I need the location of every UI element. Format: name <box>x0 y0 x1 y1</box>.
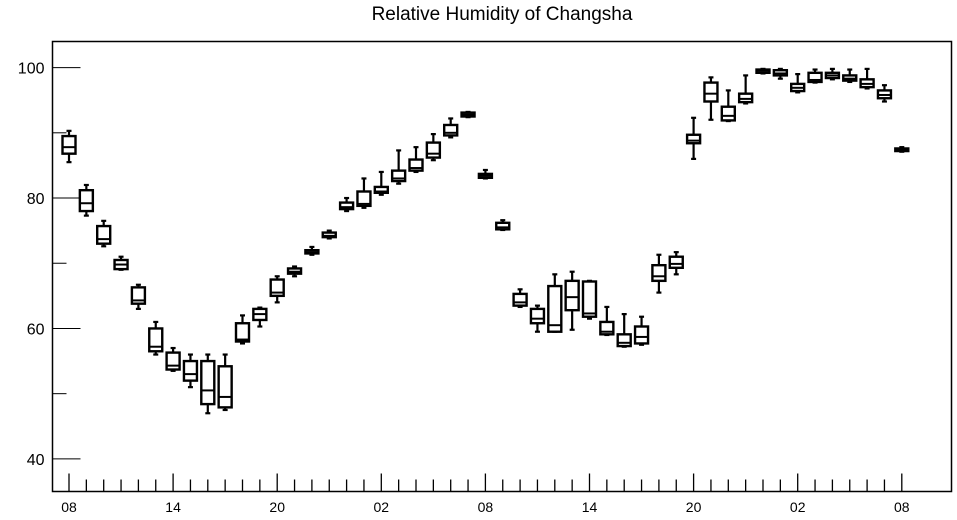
box-item <box>581 279 598 320</box>
x-axis: 08 14 20 02 08 14 20 02 08 <box>61 473 910 515</box>
x-tick-label: 02 <box>374 499 390 515</box>
box-item <box>894 146 910 153</box>
box-item <box>148 320 164 356</box>
x-tick-label: 20 <box>686 499 702 515</box>
box-iqr <box>408 158 424 172</box>
x-tick-label: 14 <box>165 499 181 515</box>
box-item <box>529 304 546 333</box>
box-iqr <box>633 325 650 345</box>
box-iqr <box>685 133 702 145</box>
box-iqr <box>529 307 546 325</box>
box-iqr <box>165 351 181 371</box>
y-tick-label: 60 <box>27 321 45 338</box>
box-iqr <box>564 279 580 312</box>
box-item <box>200 353 216 415</box>
box-item <box>876 84 893 103</box>
box-iqr <box>807 71 823 84</box>
box-item <box>373 170 389 196</box>
box-iqr <box>338 201 355 211</box>
box-item <box>495 219 511 232</box>
x-tick-label: 08 <box>894 499 910 515</box>
box-iqr <box>425 141 442 159</box>
x-tick-label: 08 <box>61 499 77 515</box>
box-item <box>668 251 684 276</box>
box-item <box>685 116 702 160</box>
box-iqr <box>651 263 667 283</box>
box-item <box>390 149 407 185</box>
box-item <box>512 288 528 309</box>
box-iqr <box>182 359 199 382</box>
box-iqr <box>373 185 389 195</box>
box-item <box>78 183 95 217</box>
box-iqr <box>61 134 77 155</box>
box-item <box>737 74 754 105</box>
box-item <box>859 67 875 90</box>
box-iqr <box>720 105 736 122</box>
box-item <box>234 314 251 345</box>
box-iqr <box>547 284 563 333</box>
box-item <box>182 353 199 389</box>
box-iqr <box>200 359 216 406</box>
box-item <box>165 346 181 372</box>
chart-title: Relative Humidity of Changsha <box>371 4 633 25</box>
box-iqr <box>78 188 95 213</box>
box-iqr <box>95 224 112 245</box>
box-iqr <box>495 221 511 231</box>
box-item <box>720 89 736 123</box>
box-item <box>599 305 615 337</box>
box-item <box>651 253 667 294</box>
box-iqr <box>217 365 233 409</box>
box-item <box>477 168 494 180</box>
boxes <box>61 67 910 415</box>
box-item <box>130 283 147 310</box>
box-item <box>460 110 476 119</box>
box-item <box>113 255 129 271</box>
box-item <box>824 67 841 81</box>
box-item <box>252 306 268 328</box>
box-item <box>269 275 285 304</box>
box-item <box>547 273 563 333</box>
box-item <box>703 76 719 121</box>
box-iqr <box>581 280 598 318</box>
box-iqr <box>390 169 407 183</box>
box-item <box>772 67 789 80</box>
x-tick-label: 14 <box>582 499 598 515</box>
y-tick-label: 40 <box>27 452 45 469</box>
plot-frame <box>51 40 953 493</box>
box-item <box>633 315 650 346</box>
y-tick-label: 80 <box>27 191 45 208</box>
box-item <box>807 68 823 84</box>
box-iqr <box>148 327 164 353</box>
x-tick-label: 20 <box>269 499 285 515</box>
box-iqr <box>356 190 372 208</box>
box-item <box>304 245 320 256</box>
box-item <box>425 133 442 162</box>
box-iqr <box>443 123 459 137</box>
box-item <box>95 219 112 248</box>
box-item <box>755 67 771 75</box>
x-tick-label: 02 <box>790 499 806 515</box>
box-item <box>61 129 77 164</box>
box-item <box>321 229 337 240</box>
box-iqr <box>234 322 251 343</box>
box-item <box>356 177 372 209</box>
box-item <box>616 313 632 348</box>
box-item <box>790 73 806 94</box>
box-item <box>408 146 424 174</box>
box-item <box>286 265 303 278</box>
box-item <box>443 117 459 139</box>
y-tick-label: 100 <box>18 61 45 78</box>
box-iqr <box>512 292 528 307</box>
box-iqr <box>616 333 632 348</box>
box-iqr <box>703 81 719 103</box>
box-item <box>217 353 233 412</box>
x-tick-label: 08 <box>478 499 494 515</box>
box-item <box>842 68 858 84</box>
box-iqr <box>668 255 684 270</box>
box-item <box>338 196 355 213</box>
y-axis: 40 60 80 100 <box>18 61 81 469</box>
box-item <box>564 270 580 331</box>
